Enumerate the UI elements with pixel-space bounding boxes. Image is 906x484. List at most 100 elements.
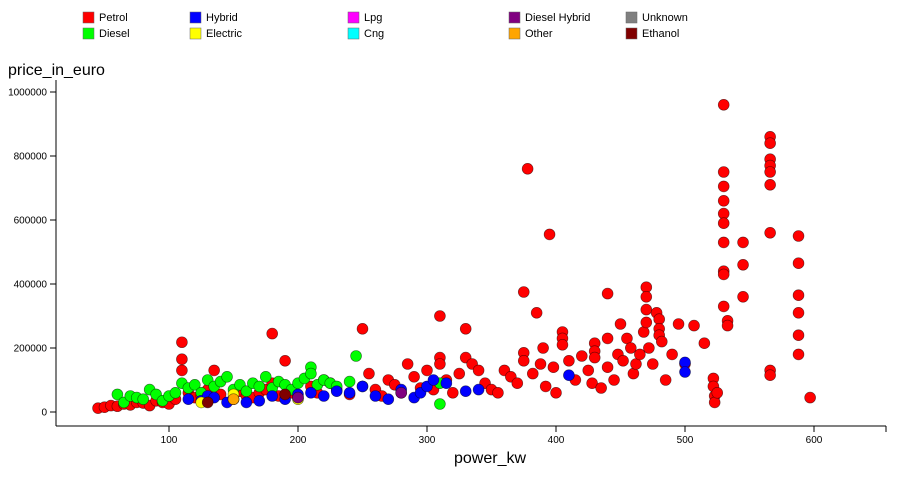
y-tick-label: 600000 [14, 216, 48, 227]
data-point-petrol [764, 166, 776, 178]
legend-label-ethanol: Ethanol [642, 28, 679, 40]
data-point-petrol [446, 386, 459, 399]
legend-swatch-petrol [82, 11, 95, 24]
legend-swatch-electric [189, 27, 202, 40]
data-point-petrol [608, 374, 620, 386]
data-point-petrol [792, 306, 805, 319]
data-point-petrol [764, 179, 776, 191]
data-point-diesel [253, 380, 266, 393]
data-point-hybrid [356, 380, 369, 393]
data-point-petrol [737, 290, 749, 303]
data-point-petrol [601, 361, 614, 374]
data-point-hybrid [182, 393, 195, 406]
data-point-hybrid [563, 369, 575, 382]
data-point-petrol [556, 338, 569, 351]
x-tick-label: 200 [290, 435, 307, 446]
legend-label-other: Other [525, 28, 553, 40]
data-point-hybrid [317, 390, 330, 402]
data-point-petrol [764, 369, 776, 382]
data-point-petrol [563, 354, 575, 367]
data-point-petrol [804, 391, 816, 404]
data-point-hybrid [240, 396, 253, 409]
x-tick-label: 500 [677, 435, 694, 446]
legend-swatch-ethanol [625, 27, 638, 40]
data-point-petrol [517, 286, 530, 298]
legend-swatch-cng [347, 27, 360, 40]
legend-label-hybrid: Hybrid [206, 12, 238, 24]
data-point-petrol [356, 322, 369, 335]
legend-label-petrol: Petrol [99, 12, 128, 24]
data-point-petrol [472, 364, 485, 377]
y-tick-label: 200000 [14, 344, 48, 355]
data-point-petrol [655, 335, 668, 348]
data-point-diesel [305, 367, 317, 380]
legend-label-electric: Electric [206, 28, 243, 40]
data-point-diesel [111, 388, 124, 401]
data-point-petrol [586, 377, 598, 390]
y-axis-title: price_in_euro [8, 62, 105, 79]
data-point-petrol [521, 163, 534, 175]
data-point-petrol [721, 319, 734, 332]
x-tick-label: 100 [161, 435, 178, 446]
data-point-petrol [537, 342, 549, 354]
data-point-petrol [792, 289, 805, 302]
data-point-petrol [575, 350, 588, 362]
x-tick-label: 400 [548, 435, 565, 446]
data-point-hybrid [382, 393, 395, 406]
data-point-petrol [421, 364, 433, 377]
data-point-hybrid [679, 366, 691, 378]
data-point-petrol [526, 367, 539, 380]
data-point-ethanol [279, 388, 291, 401]
legend-swatch-hybrid [189, 11, 202, 24]
data-point-petrol [637, 326, 650, 338]
data-point-petrol [625, 342, 637, 354]
data-point-hybrid [253, 394, 266, 407]
data-point-petrol [717, 236, 730, 249]
legend-label-lpg: Lpg [364, 12, 382, 24]
data-point-diesel [169, 386, 182, 399]
data-point-petrol [492, 386, 504, 399]
data-points [92, 99, 816, 414]
data-point-petrol [717, 268, 730, 281]
data-point-petrol [698, 337, 711, 350]
data-point-petrol [708, 396, 721, 409]
data-point-petrol [666, 348, 678, 361]
data-point-diesel-hybrid [395, 386, 408, 399]
data-point-hybrid [427, 374, 440, 386]
data-point-petrol [737, 258, 749, 271]
data-point-petrol [617, 354, 629, 367]
data-point-other [227, 393, 240, 406]
data-point-hybrid [330, 385, 343, 398]
data-point-petrol [588, 351, 601, 364]
data-point-diesel [259, 370, 272, 383]
data-point-petrol [646, 358, 659, 370]
data-point-ethanol [201, 396, 214, 409]
data-point-hybrid [472, 383, 485, 396]
y-tick-label: 800000 [14, 152, 48, 163]
data-point-diesel [221, 370, 233, 383]
data-point-petrol [717, 195, 730, 207]
data-point-petrol [517, 354, 530, 367]
data-point-petrol [176, 353, 188, 366]
data-point-petrol [582, 364, 595, 377]
data-point-diesel [189, 378, 201, 391]
y-axis: 0 200000 400000 600000 800000 1000000 [8, 80, 57, 426]
legend-label-cng: Cng [364, 28, 384, 40]
data-point-petrol [539, 380, 552, 393]
data-point-diesel-hybrid [292, 391, 304, 404]
data-point-petrol [717, 300, 730, 313]
data-point-petrol [453, 367, 466, 380]
data-point-petrol [208, 364, 220, 377]
data-point-petrol [595, 382, 607, 394]
data-point-hybrid [369, 390, 382, 402]
data-point-petrol [672, 318, 685, 330]
data-point-petrol [717, 217, 730, 229]
data-point-petrol [511, 377, 524, 390]
data-point-petrol [363, 367, 375, 380]
data-point-petrol [792, 230, 805, 242]
data-point-petrol [737, 236, 749, 249]
data-point-diesel [350, 350, 362, 362]
x-tick-label: 600 [806, 435, 823, 446]
data-point-petrol [640, 316, 653, 329]
